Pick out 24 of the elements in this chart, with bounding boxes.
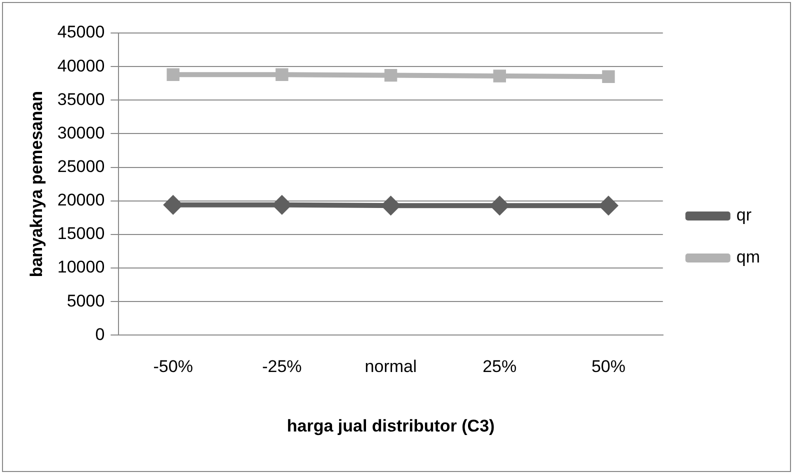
point bbox=[166, 68, 180, 81]
y-tick-label: 35000 bbox=[57, 90, 105, 109]
x-tick-label: 50% bbox=[591, 357, 626, 376]
legend-label: qr bbox=[736, 206, 752, 225]
x-tick-label: 25% bbox=[482, 357, 517, 376]
point bbox=[384, 68, 398, 82]
y-tick-label: 10000 bbox=[57, 258, 105, 277]
point bbox=[602, 70, 615, 84]
y-tick-label: 30000 bbox=[57, 123, 105, 142]
y-tick-label: 20000 bbox=[57, 190, 105, 210]
x-tick-label: normal bbox=[364, 357, 417, 376]
point bbox=[276, 68, 288, 81]
x-axis-title: harga jual distributor (C3) bbox=[286, 416, 495, 436]
y-axis-title: banyaknya pemesanan bbox=[26, 91, 46, 278]
point bbox=[493, 70, 506, 82]
y-tick-label: 40000 bbox=[57, 56, 105, 76]
y-tick-label: 25000 bbox=[57, 157, 105, 176]
x-tick-label: -50% bbox=[153, 357, 193, 376]
y-tick-label: 45000 bbox=[57, 22, 105, 42]
x-tick-label: -25% bbox=[262, 357, 302, 376]
legend-label: qm bbox=[736, 248, 760, 267]
y-tick-label: 15000 bbox=[57, 224, 105, 244]
y-tick-label: 5000 bbox=[66, 291, 105, 310]
y-tick-label: 0 bbox=[95, 324, 105, 344]
